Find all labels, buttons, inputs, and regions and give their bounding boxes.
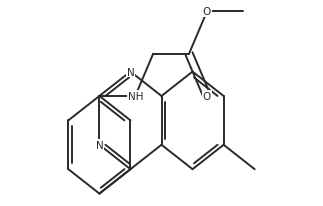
Text: O: O	[203, 7, 211, 17]
Text: NH: NH	[128, 91, 143, 102]
Text: N: N	[127, 67, 134, 77]
Text: N: N	[96, 140, 103, 150]
Text: O: O	[203, 91, 211, 102]
